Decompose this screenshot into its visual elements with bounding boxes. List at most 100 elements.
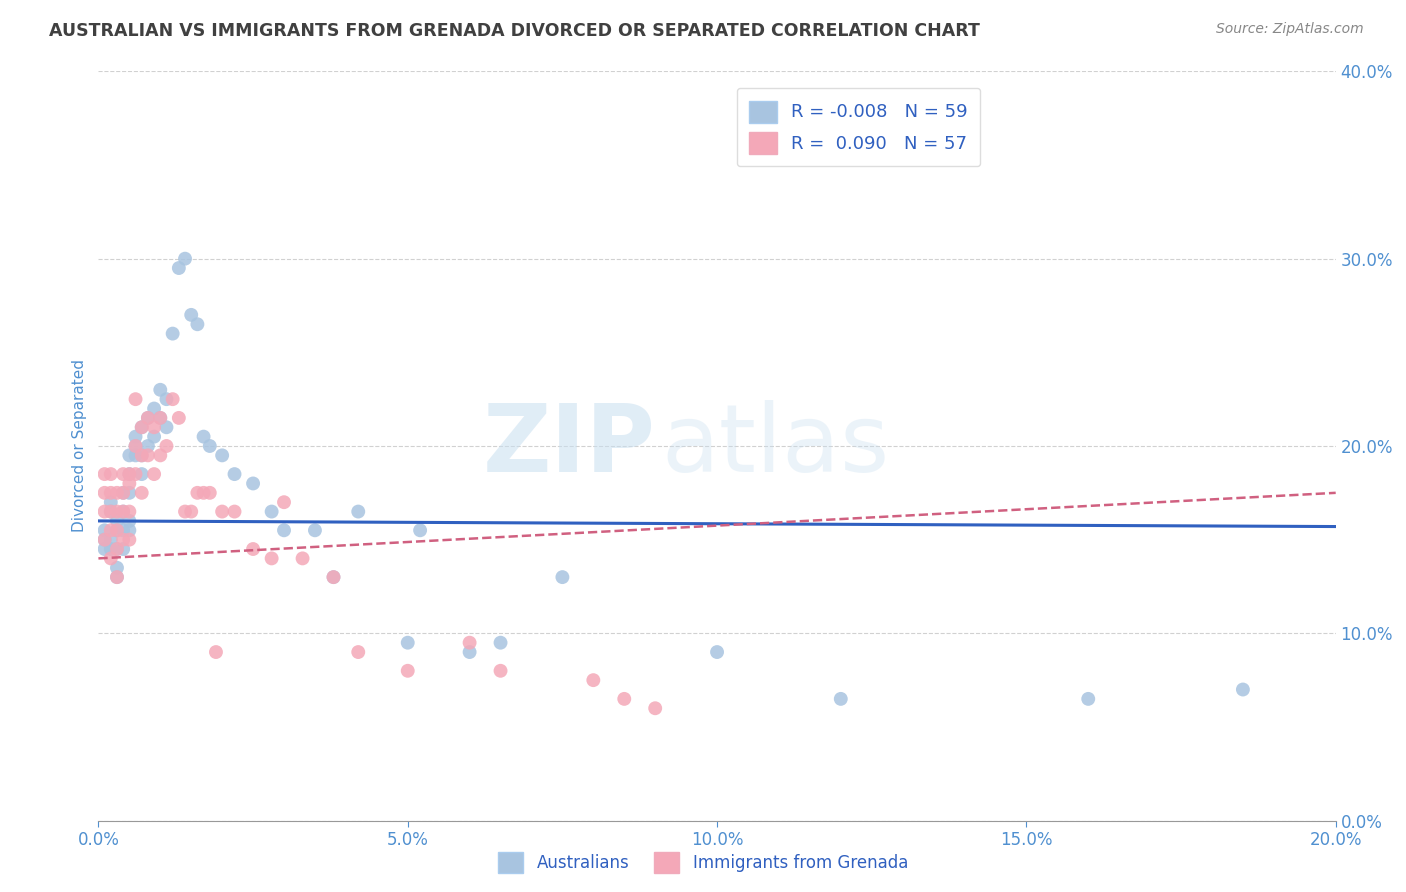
Point xyxy=(93,524,115,538)
Point xyxy=(198,439,221,453)
Point xyxy=(105,524,128,538)
Point xyxy=(100,551,122,566)
Point xyxy=(118,449,141,463)
Point xyxy=(458,635,481,649)
Point xyxy=(198,486,221,500)
Point xyxy=(105,570,128,584)
Point xyxy=(174,505,197,519)
Point xyxy=(100,505,122,519)
Point xyxy=(205,645,228,659)
Legend: R = -0.008   N = 59, R =  0.090   N = 57: R = -0.008 N = 59, R = 0.090 N = 57 xyxy=(737,88,980,166)
Point xyxy=(149,383,172,397)
Point xyxy=(489,664,512,678)
Point xyxy=(100,486,122,500)
Point xyxy=(105,561,128,575)
Point xyxy=(396,635,419,649)
Y-axis label: Divorced or Separated: Divorced or Separated xyxy=(72,359,87,533)
Point xyxy=(180,505,202,519)
Point xyxy=(118,467,141,482)
Point xyxy=(100,533,122,547)
Point xyxy=(136,449,159,463)
Point xyxy=(260,551,283,566)
Point xyxy=(1232,682,1254,697)
Point xyxy=(180,308,202,322)
Point xyxy=(273,495,295,509)
Point xyxy=(273,524,295,538)
Point xyxy=(100,467,122,482)
Point xyxy=(118,514,141,528)
Point xyxy=(93,542,115,557)
Point xyxy=(112,486,135,500)
Point xyxy=(211,449,233,463)
Point xyxy=(291,551,314,566)
Point xyxy=(242,542,264,557)
Point xyxy=(100,542,122,557)
Point xyxy=(118,524,141,538)
Point xyxy=(143,420,166,434)
Point xyxy=(131,449,153,463)
Point xyxy=(322,570,344,584)
Point xyxy=(105,505,128,519)
Point xyxy=(409,524,432,538)
Point xyxy=(93,486,115,500)
Text: ZIP: ZIP xyxy=(482,400,655,492)
Point xyxy=(644,701,666,715)
Point xyxy=(124,439,146,453)
Point xyxy=(136,439,159,453)
Point xyxy=(124,439,146,453)
Point xyxy=(112,533,135,547)
Point xyxy=(582,673,605,688)
Point xyxy=(93,533,115,547)
Point xyxy=(167,411,190,425)
Point xyxy=(105,542,128,557)
Point xyxy=(105,542,128,557)
Point xyxy=(224,467,246,482)
Point xyxy=(322,570,344,584)
Point xyxy=(193,430,215,444)
Point xyxy=(112,505,135,519)
Point xyxy=(118,505,141,519)
Point xyxy=(143,467,166,482)
Point xyxy=(136,411,159,425)
Point xyxy=(143,401,166,416)
Point xyxy=(105,524,128,538)
Point xyxy=(613,692,636,706)
Point xyxy=(124,430,146,444)
Point xyxy=(1077,692,1099,706)
Point xyxy=(706,645,728,659)
Point xyxy=(149,449,172,463)
Point xyxy=(131,420,153,434)
Point xyxy=(489,635,512,649)
Point xyxy=(174,252,197,266)
Point xyxy=(105,514,128,528)
Point xyxy=(112,467,135,482)
Point xyxy=(93,505,115,519)
Point xyxy=(131,420,153,434)
Point xyxy=(458,645,481,659)
Point xyxy=(224,505,246,519)
Point xyxy=(112,542,135,557)
Point xyxy=(105,570,128,584)
Point xyxy=(124,467,146,482)
Text: AUSTRALIAN VS IMMIGRANTS FROM GRENADA DIVORCED OR SEPARATED CORRELATION CHART: AUSTRALIAN VS IMMIGRANTS FROM GRENADA DI… xyxy=(49,22,980,40)
Point xyxy=(124,392,146,407)
Point xyxy=(186,318,208,332)
Point xyxy=(149,411,172,425)
Point xyxy=(155,439,177,453)
Point xyxy=(193,486,215,500)
Point xyxy=(162,326,184,341)
Point xyxy=(242,476,264,491)
Point xyxy=(347,645,370,659)
Point xyxy=(105,486,128,500)
Point xyxy=(112,505,135,519)
Point xyxy=(112,486,135,500)
Point xyxy=(830,692,852,706)
Point xyxy=(100,524,122,538)
Point xyxy=(118,467,141,482)
Legend: Australians, Immigrants from Grenada: Australians, Immigrants from Grenada xyxy=(492,846,914,880)
Point xyxy=(143,430,166,444)
Point xyxy=(551,570,574,584)
Point xyxy=(162,392,184,407)
Point xyxy=(167,261,190,276)
Point xyxy=(93,533,115,547)
